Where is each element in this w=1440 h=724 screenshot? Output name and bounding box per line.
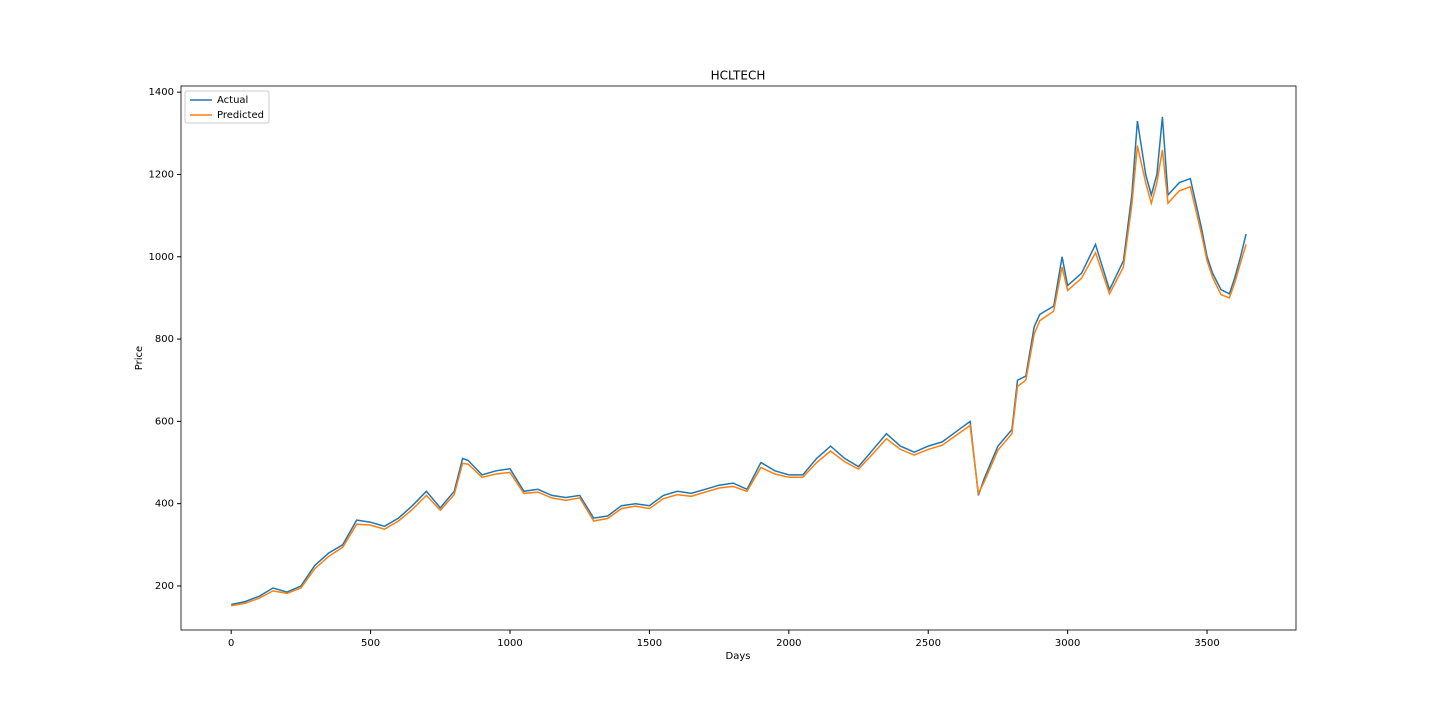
x-tick-label: 3000 [1055,638,1080,649]
y-tick-label: 200 [155,581,174,592]
data-line [231,145,1247,607]
y-tick-label: 1000 [149,252,174,263]
x-tick-label: 500 [361,638,380,649]
x-tick-label: 1500 [637,638,662,649]
x-tick-label: 1000 [497,638,522,649]
y-tick-label: 600 [155,416,174,427]
x-tick-label: 3500 [1194,638,1219,649]
x-tick-label: 2000 [776,638,801,649]
x-tick-label: 2500 [916,638,941,649]
y-tick-label: 400 [155,499,174,510]
data-line [231,116,1247,606]
y-tick-label: 800 [155,334,174,345]
y-tick-label: 1400 [149,87,174,98]
x-tick-label: 0 [228,638,234,649]
x-axis-label: Days [726,651,751,662]
chart-title: HCLTECH [711,69,766,83]
plot-frame [180,85,1297,631]
legend-label: Predicted [217,110,264,121]
y-axis-label: Price [134,346,145,370]
y-tick-label: 1200 [149,169,174,180]
legend-label: Actual [217,95,248,106]
